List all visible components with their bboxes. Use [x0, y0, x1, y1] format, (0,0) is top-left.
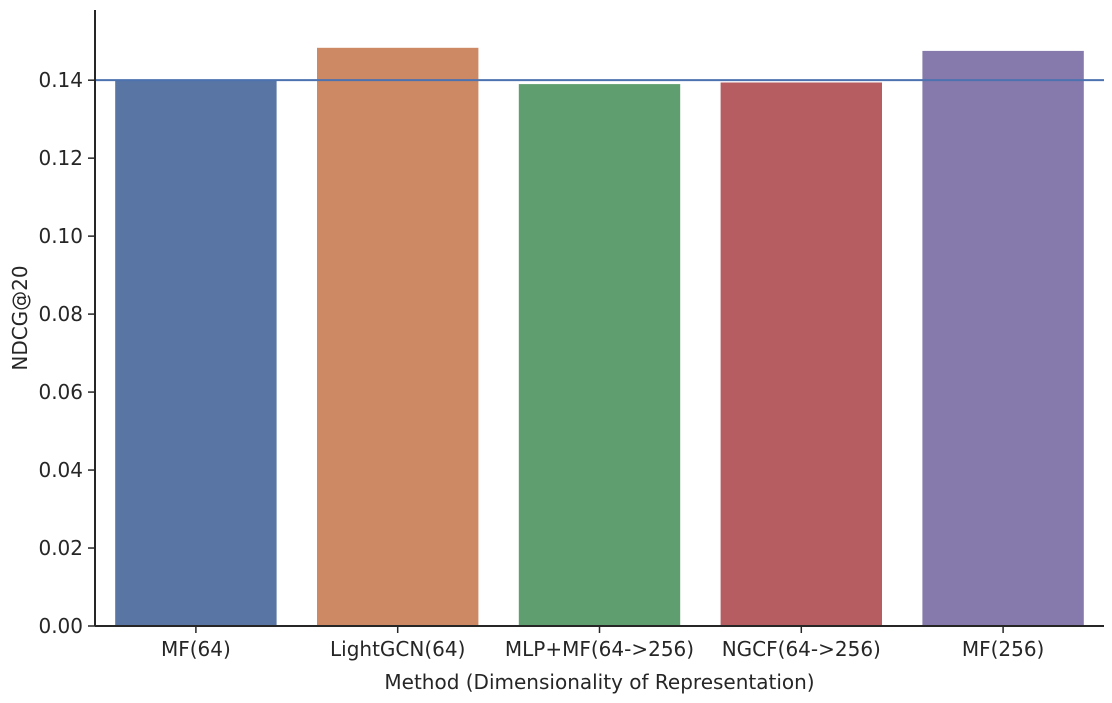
bar-3	[720, 82, 882, 626]
x-axis-title: Method (Dimensionality of Representation…	[384, 670, 814, 694]
y-tick-label: 0.14	[38, 68, 83, 92]
y-tick-label: 0.12	[38, 146, 83, 170]
y-ticks-group: 0.00 0.02 0.04 0.06 0.08 0.10 0.12 0.14	[38, 68, 95, 638]
y-tick-label: 0.08	[38, 302, 83, 326]
bars-group	[115, 47, 1084, 627]
y-axis-title: NDCG@20	[8, 265, 32, 370]
y-tick-label: 0.02	[38, 536, 83, 560]
bar-0	[115, 80, 277, 626]
y-tick-label: 0.00	[38, 614, 83, 638]
y-tick-label: 0.10	[38, 224, 83, 248]
x-ticks-group: MF(64) LightGCN(64) MLP+MF(64->256) NGCF(64…	[161, 626, 1044, 661]
bar-4	[922, 50, 1084, 626]
y-tick-label: 0.06	[38, 380, 83, 404]
x-tick-label: LightGCN(64)	[330, 637, 465, 661]
x-tick-label: NGCF(64->256)	[722, 637, 881, 661]
bar-2	[518, 84, 681, 627]
y-tick-label: 0.04	[38, 458, 83, 482]
x-tick-label: MF(256)	[962, 637, 1045, 661]
x-tick-label: MLP+MF(64->256)	[505, 637, 694, 661]
bar-1	[317, 47, 479, 627]
x-tick-label: MF(64)	[161, 637, 231, 661]
